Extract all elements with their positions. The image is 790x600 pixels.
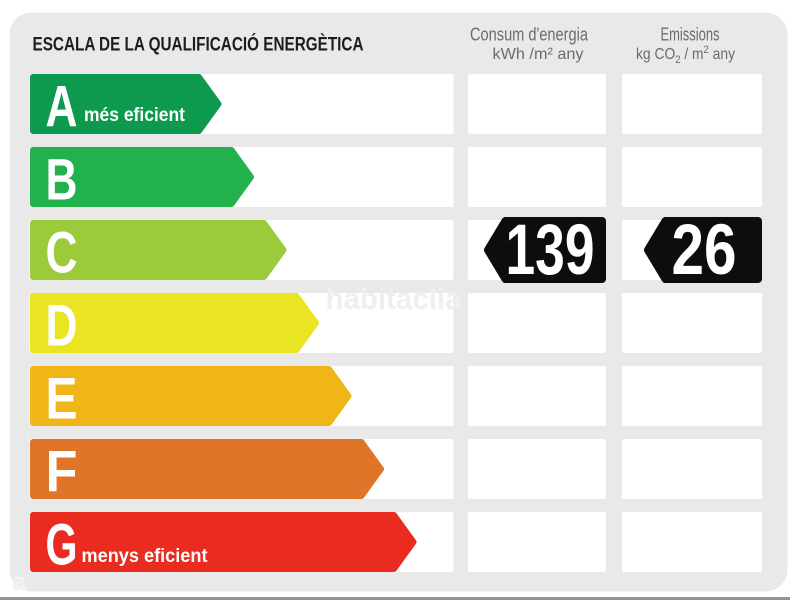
svg-text:D: D (46, 294, 78, 359)
svg-text:139: 139 (506, 210, 595, 290)
svg-text:B: B (46, 148, 78, 213)
svg-text:habitaclia: habitaclia (326, 281, 463, 316)
svg-text:kg CO2 / m2 any: kg CO2 / m2 any (636, 44, 735, 66)
svg-text:26: 26 (672, 210, 737, 290)
svg-text:Emissions: Emissions (661, 24, 720, 45)
svg-text:Consum d'energia: Consum d'energia (470, 24, 589, 45)
svg-text:a: a (12, 566, 27, 596)
svg-text:F: F (46, 440, 78, 505)
svg-text:G: G (46, 513, 78, 578)
svg-text:E: E (46, 367, 78, 432)
svg-text:més eficient: més eficient (84, 105, 186, 126)
svg-text:kWh /m² any: kWh /m² any (493, 46, 584, 63)
svg-text:menys eficient: menys eficient (82, 546, 209, 567)
svg-text:ESCALA DE LA QUALIFICACIÓ ENER: ESCALA DE LA QUALIFICACIÓ ENERGÈTICA (33, 34, 364, 56)
svg-text:C: C (46, 221, 78, 286)
svg-text:A: A (46, 75, 78, 140)
